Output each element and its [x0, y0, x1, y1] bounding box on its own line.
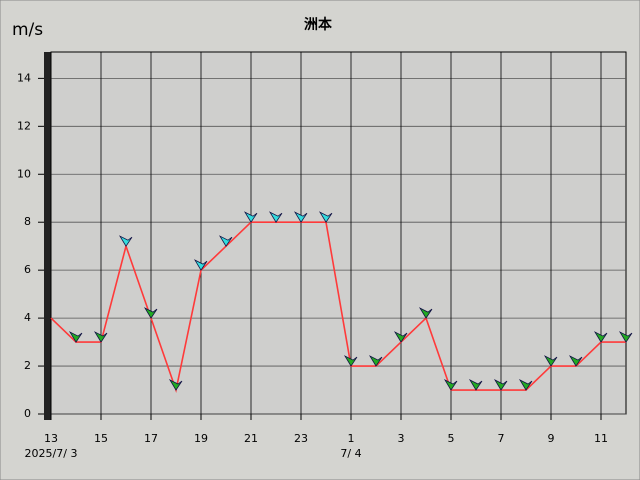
- x-tick-label: 7: [498, 432, 505, 445]
- wind-marker: [168, 379, 183, 391]
- y-tick-label: 6: [24, 263, 31, 276]
- wind-marker: [318, 211, 333, 223]
- y-tick-label: 2: [24, 359, 31, 372]
- date-label: 2025/7/ 3: [25, 447, 78, 460]
- wind-marker: [393, 331, 408, 343]
- wind-marker: [518, 379, 533, 391]
- date-label: 7/ 4: [340, 447, 361, 460]
- wind-marker: [593, 331, 608, 343]
- x-tick-label: 21: [244, 432, 258, 445]
- y-tick-label: 4: [24, 311, 31, 324]
- data-line: [50, 221, 626, 394]
- wind-marker: [443, 379, 458, 391]
- wind-marker: [68, 331, 83, 343]
- y-tick-label: 10: [17, 167, 31, 180]
- wind-marker: [493, 379, 508, 391]
- x-tick-label: 19: [194, 432, 208, 445]
- wind-marker: [343, 355, 358, 367]
- chart-title: 洲本: [304, 16, 333, 33]
- plot-area: [50, 51, 627, 415]
- wind-marker: [143, 307, 158, 319]
- wind-marker: [193, 259, 208, 271]
- wind-marker: [418, 307, 433, 319]
- wind-marker: [468, 379, 483, 391]
- wind-marker: [218, 235, 233, 247]
- x-tick-label: 1: [348, 432, 355, 445]
- y-tick-label: 8: [24, 215, 31, 228]
- wind-marker: [268, 211, 283, 223]
- y-tick-label: 12: [17, 119, 31, 132]
- y-unit: m/s: [12, 20, 43, 40]
- x-tick-label: 3: [398, 432, 405, 445]
- y-tick-label: 0: [24, 407, 31, 420]
- x-tick-label: 11: [594, 432, 608, 445]
- wind-marker: [368, 355, 383, 367]
- y-tick-label: 14: [17, 71, 31, 84]
- wind-marker: [618, 331, 633, 343]
- x-tick-label: 15: [94, 432, 108, 445]
- wind-marker: [543, 355, 558, 367]
- x-tick-label: 17: [144, 432, 158, 445]
- x-tick-label: 9: [548, 432, 555, 445]
- plot-shadow: [44, 52, 51, 420]
- wind-marker: [118, 235, 133, 247]
- wind-marker: [243, 211, 258, 223]
- x-tick-label: 13: [44, 432, 58, 445]
- wind-marker: [293, 211, 308, 223]
- x-tick-label: 23: [294, 432, 308, 445]
- wind-marker: [568, 355, 583, 367]
- wind-marker: [93, 331, 108, 343]
- x-tick-label: 5: [448, 432, 455, 445]
